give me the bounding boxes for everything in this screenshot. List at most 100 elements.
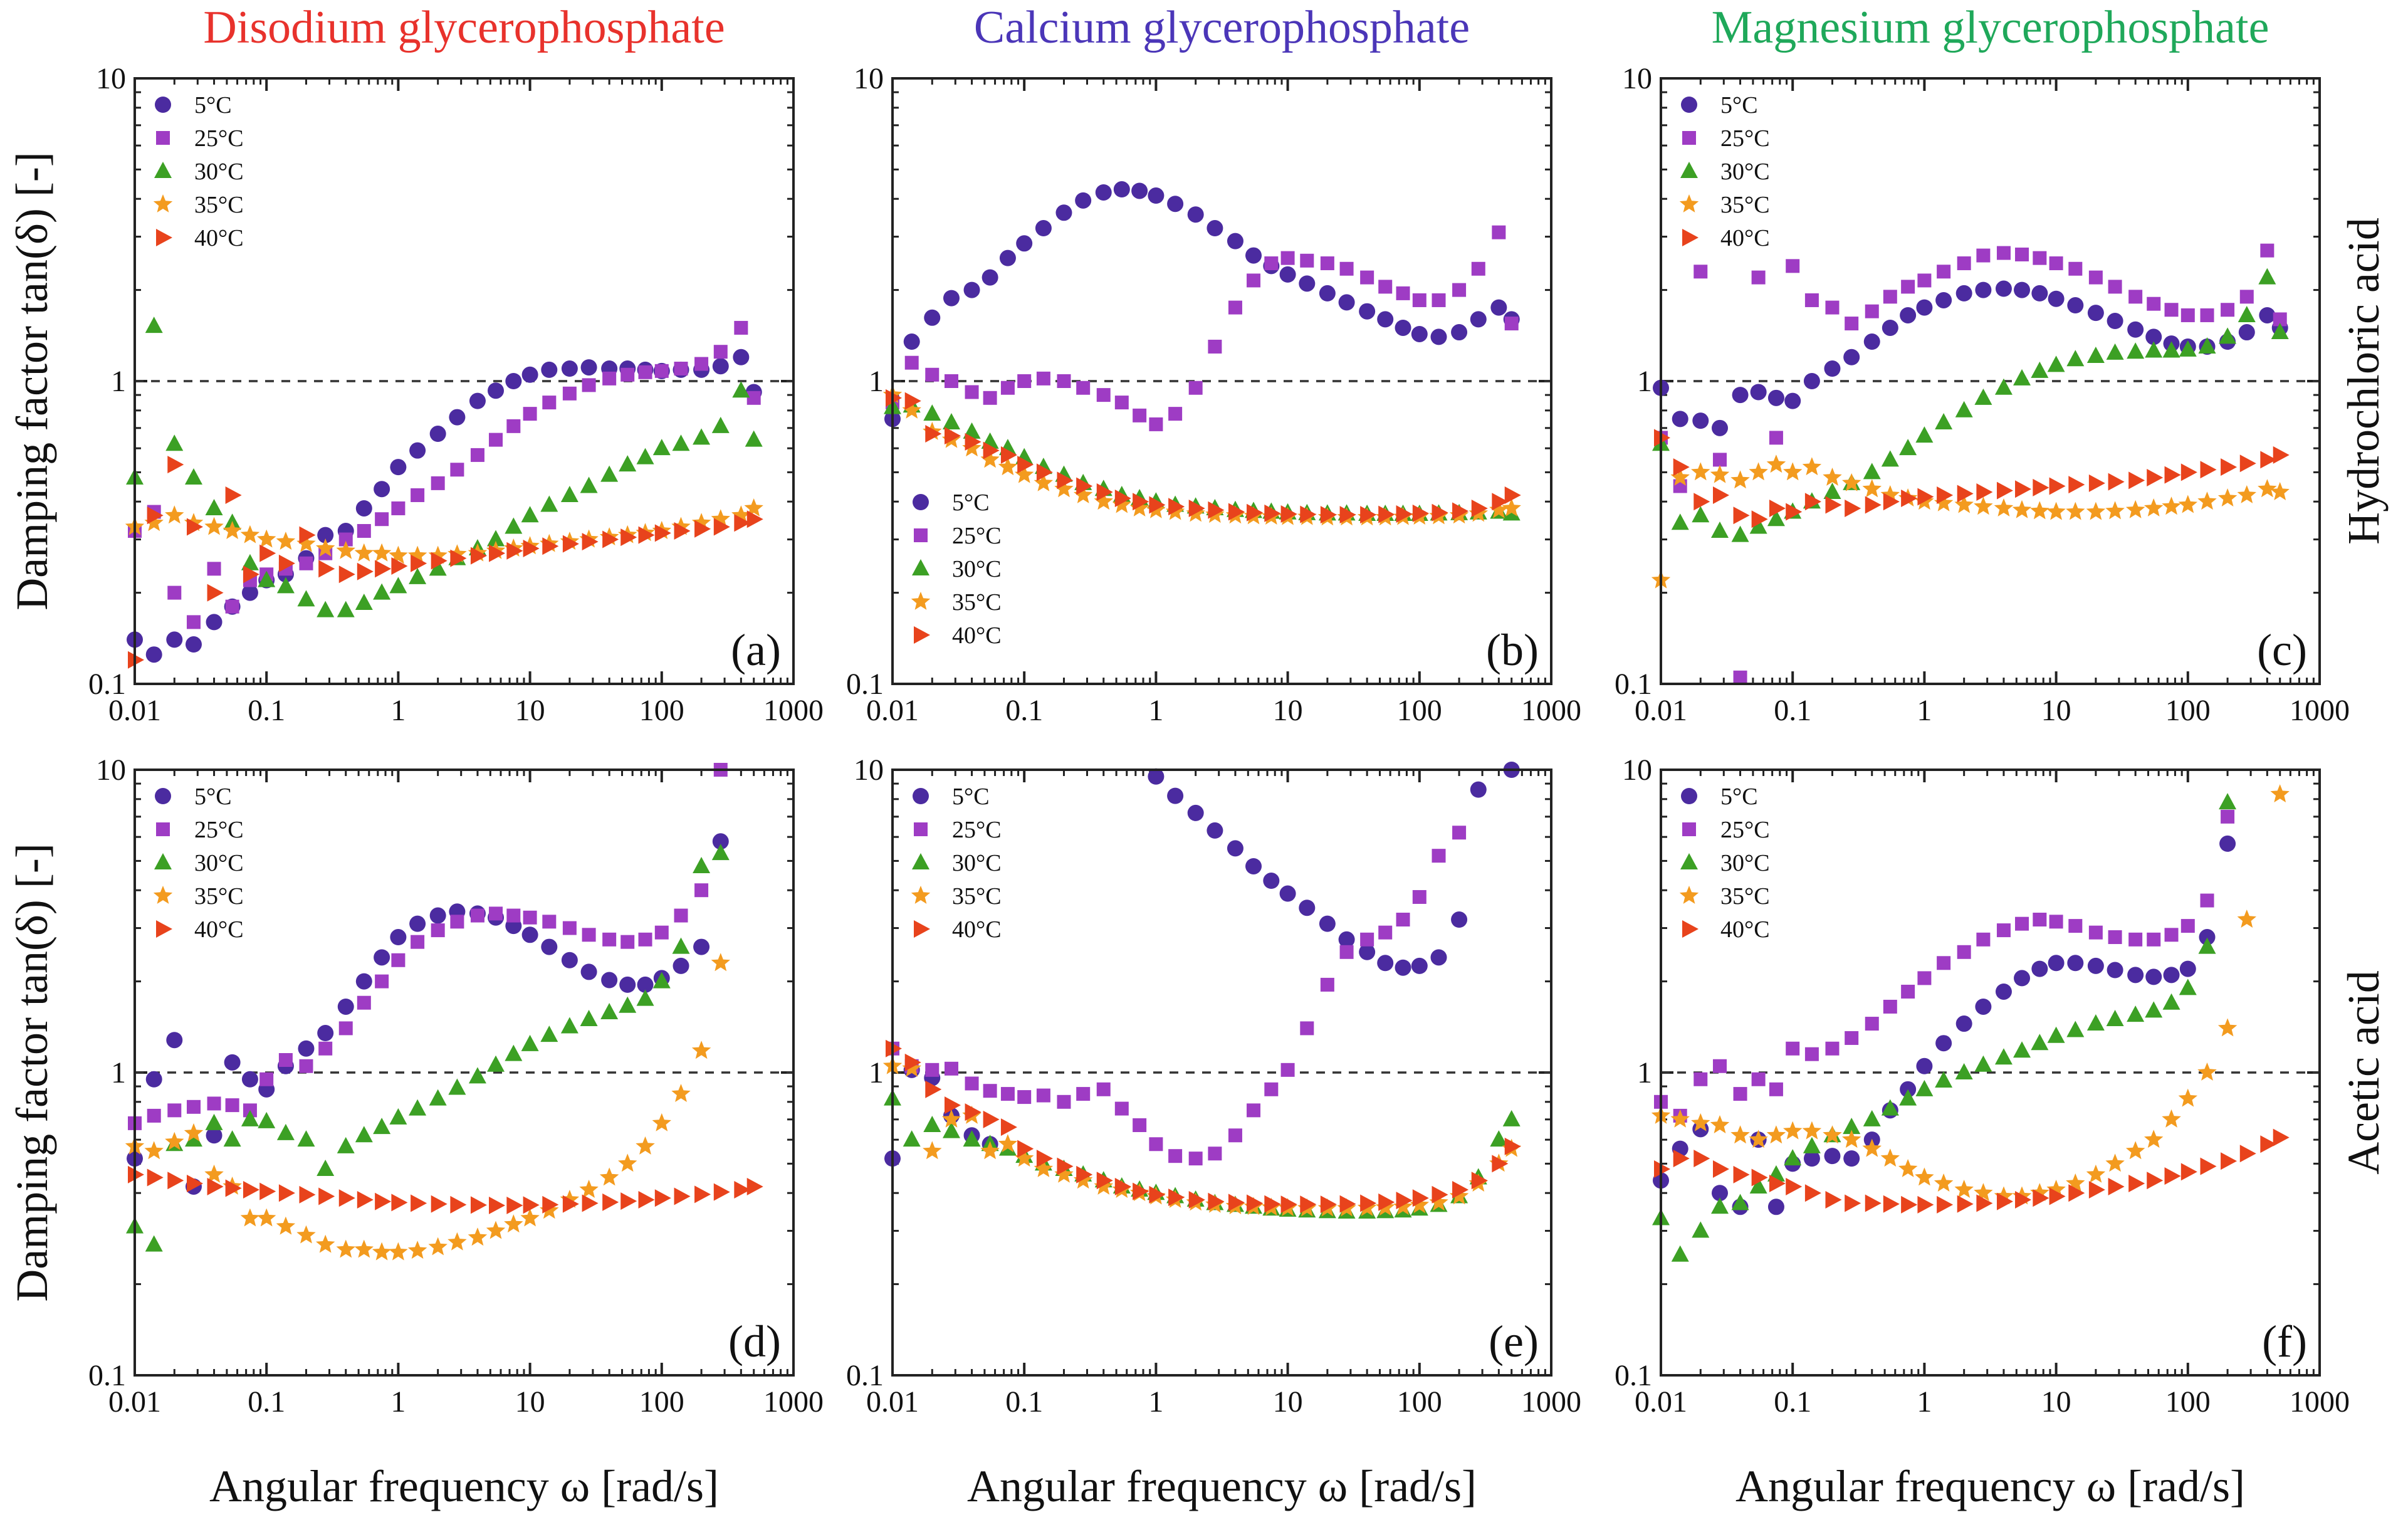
data-point bbox=[1133, 408, 1147, 422]
data-point bbox=[2198, 937, 2216, 954]
data-point bbox=[355, 973, 372, 990]
legend-label-40C: 40°C bbox=[952, 622, 1002, 649]
data-point bbox=[337, 601, 355, 617]
data-point bbox=[336, 1239, 355, 1258]
data-point bbox=[1264, 1082, 1279, 1096]
data-point bbox=[2197, 491, 2217, 510]
x-axis-label: Angular frequency ω [rad/s] bbox=[967, 1461, 1477, 1511]
data-point bbox=[582, 378, 596, 392]
data-point bbox=[2221, 809, 2235, 824]
data-point bbox=[523, 407, 537, 421]
data-point bbox=[2239, 454, 2256, 473]
data-point bbox=[1825, 1190, 1842, 1209]
data-point bbox=[2217, 1018, 2238, 1037]
data-point bbox=[1786, 1177, 1803, 1195]
data-point bbox=[2031, 361, 2049, 378]
data-point bbox=[207, 562, 221, 576]
data-point bbox=[1076, 380, 1091, 395]
data-point bbox=[1916, 1057, 1933, 1074]
legend-marker-40C bbox=[156, 229, 172, 246]
data-point bbox=[2221, 303, 2235, 317]
data-point bbox=[1749, 517, 1767, 534]
data-point bbox=[2147, 932, 2161, 947]
plot-frame bbox=[133, 769, 795, 1377]
data-point bbox=[297, 590, 315, 607]
data-point bbox=[1974, 1055, 1992, 1072]
data-point bbox=[1432, 503, 1448, 522]
data-point bbox=[450, 1195, 467, 1214]
data-point bbox=[1692, 412, 1709, 429]
data-point bbox=[744, 498, 763, 517]
data-point bbox=[1300, 253, 1314, 268]
data-point bbox=[734, 1181, 751, 1199]
data-point bbox=[2087, 957, 2104, 974]
series-25C bbox=[1654, 243, 2287, 685]
data-point bbox=[468, 1227, 488, 1246]
data-point bbox=[225, 1179, 242, 1197]
panel-label: (b) bbox=[1486, 625, 1539, 675]
data-point bbox=[1207, 822, 1223, 839]
data-point bbox=[1096, 1172, 1113, 1190]
data-point bbox=[2047, 1026, 2065, 1043]
data-point bbox=[317, 1159, 335, 1176]
data-point bbox=[1504, 1137, 1521, 1155]
data-point bbox=[1228, 1194, 1245, 1212]
data-point bbox=[2047, 355, 2065, 372]
data-point bbox=[1954, 1180, 1974, 1198]
data-point bbox=[602, 932, 617, 947]
data-point bbox=[167, 1172, 184, 1190]
data-point bbox=[944, 1096, 961, 1115]
data-point bbox=[354, 543, 374, 562]
data-point bbox=[2239, 1145, 2256, 1163]
data-point bbox=[225, 599, 239, 614]
x-tick-label: 0.01 bbox=[1635, 694, 1687, 727]
data-point bbox=[602, 530, 619, 548]
data-point bbox=[487, 530, 505, 547]
data-point bbox=[923, 1141, 942, 1160]
data-point bbox=[1915, 1167, 1934, 1186]
data-point bbox=[619, 996, 637, 1013]
data-point bbox=[1490, 1130, 1508, 1147]
data-point bbox=[1863, 333, 1880, 350]
data-point bbox=[1359, 303, 1376, 320]
data-point bbox=[1733, 670, 1747, 685]
data-point bbox=[1149, 496, 1166, 514]
data-point bbox=[1898, 1159, 1918, 1177]
data-point bbox=[1883, 999, 1897, 1014]
data-point bbox=[636, 448, 654, 464]
data-point bbox=[965, 385, 979, 399]
data-point bbox=[186, 1175, 203, 1193]
data-point bbox=[542, 537, 559, 555]
data-point bbox=[1412, 504, 1429, 522]
data-point bbox=[904, 1053, 921, 1071]
y-tick-label: 0.1 bbox=[88, 1359, 126, 1392]
data-point bbox=[241, 1071, 258, 1088]
data-point bbox=[1803, 1136, 1821, 1153]
legend-marker-5C bbox=[1681, 97, 1697, 113]
data-point bbox=[2108, 1177, 2125, 1195]
panel-c: 0.01 0.1 1 10 100 10000.11105°C25°C30°C35°C40… bbox=[1615, 62, 2350, 727]
data-point bbox=[542, 1195, 559, 1214]
data-point bbox=[450, 463, 464, 477]
panel-b: 0.01 0.1 1 10 100 10000.11105°C25°C30°C35°C40… bbox=[846, 62, 1581, 727]
data-point bbox=[2270, 784, 2290, 802]
data-point bbox=[1207, 220, 1223, 237]
data-point bbox=[1320, 1195, 1337, 1214]
data-point bbox=[602, 371, 617, 386]
data-point bbox=[942, 1121, 960, 1138]
data-point bbox=[1264, 504, 1281, 522]
legend-label-25C: 25°C bbox=[194, 125, 244, 152]
data-point bbox=[316, 1234, 335, 1253]
data-point bbox=[1378, 1193, 1395, 1211]
data-point bbox=[185, 636, 202, 653]
data-point bbox=[486, 1220, 506, 1239]
series-35C bbox=[1651, 454, 2290, 589]
data-point bbox=[259, 1072, 274, 1086]
series-5C bbox=[1653, 280, 2288, 436]
y-tick-label: 0.1 bbox=[846, 668, 884, 701]
data-point bbox=[1955, 1015, 1972, 1032]
data-point bbox=[1767, 510, 1785, 527]
data-point bbox=[1767, 389, 1784, 406]
data-point bbox=[2128, 932, 2143, 947]
data-point bbox=[638, 932, 652, 947]
